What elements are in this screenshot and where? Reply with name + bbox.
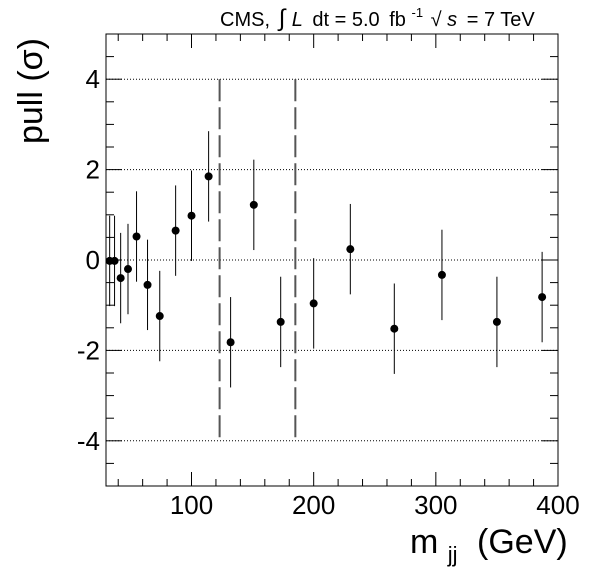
x-axis-title-main: m <box>410 523 438 561</box>
gridlines <box>106 78 558 442</box>
x-tick-label: 100 <box>170 490 213 520</box>
data-points <box>105 131 547 388</box>
header-lumi-unit: fb <box>389 9 406 31</box>
data-point <box>116 274 125 283</box>
data-point <box>249 200 258 209</box>
x-axis-title-unit: (GeV) <box>477 523 568 561</box>
x-tick-label: 400 <box>536 490 579 520</box>
header-lumi-exp: -1 <box>411 5 423 20</box>
y-tick-label: 4 <box>86 64 100 94</box>
x-tick-label: 200 <box>292 490 335 520</box>
y-tick-label: -4 <box>77 426 100 456</box>
axis-ticks <box>106 33 559 487</box>
data-point <box>309 299 318 308</box>
y-axis-title: pull (σ) <box>12 38 50 144</box>
chart-header: CMS, ∫ L dt = 5.0 fb -1 √ s = 7 TeV <box>220 0 535 32</box>
y-tick-label: 0 <box>86 245 100 275</box>
data-point <box>132 232 141 241</box>
x-tick-label: 300 <box>414 490 457 520</box>
signal-window-lines <box>218 79 297 441</box>
tick-labels: -4 -2 0 2 4 100 200 300 400 <box>77 64 580 520</box>
data-point <box>346 245 355 254</box>
data-point <box>187 211 196 220</box>
header-lumi-dt: dt = 5.0 <box>312 9 379 31</box>
header-energy-symbol: s <box>447 9 457 31</box>
data-point <box>110 256 119 265</box>
x-axis-title-sub: jj <box>447 542 458 567</box>
header-sqrt: √ <box>431 9 442 31</box>
header-lumi-symbol: L <box>292 9 303 31</box>
data-point <box>171 226 180 235</box>
data-point <box>123 265 132 274</box>
data-point <box>143 280 152 289</box>
data-point <box>226 338 235 347</box>
x-axis-title: m jj (GeV) <box>410 523 568 570</box>
data-point <box>204 172 213 181</box>
data-point <box>155 312 164 321</box>
data-point <box>390 324 399 333</box>
data-point <box>437 270 446 279</box>
y-tick-label: 2 <box>86 155 100 185</box>
y-tick-label: -2 <box>77 335 100 365</box>
data-point <box>276 317 285 326</box>
data-point <box>492 317 501 326</box>
data-point <box>538 293 547 302</box>
header-integral: ∫ <box>277 5 287 32</box>
header-energy-value: = 7 TeV <box>467 9 536 31</box>
header-experiment: CMS, <box>220 9 270 31</box>
